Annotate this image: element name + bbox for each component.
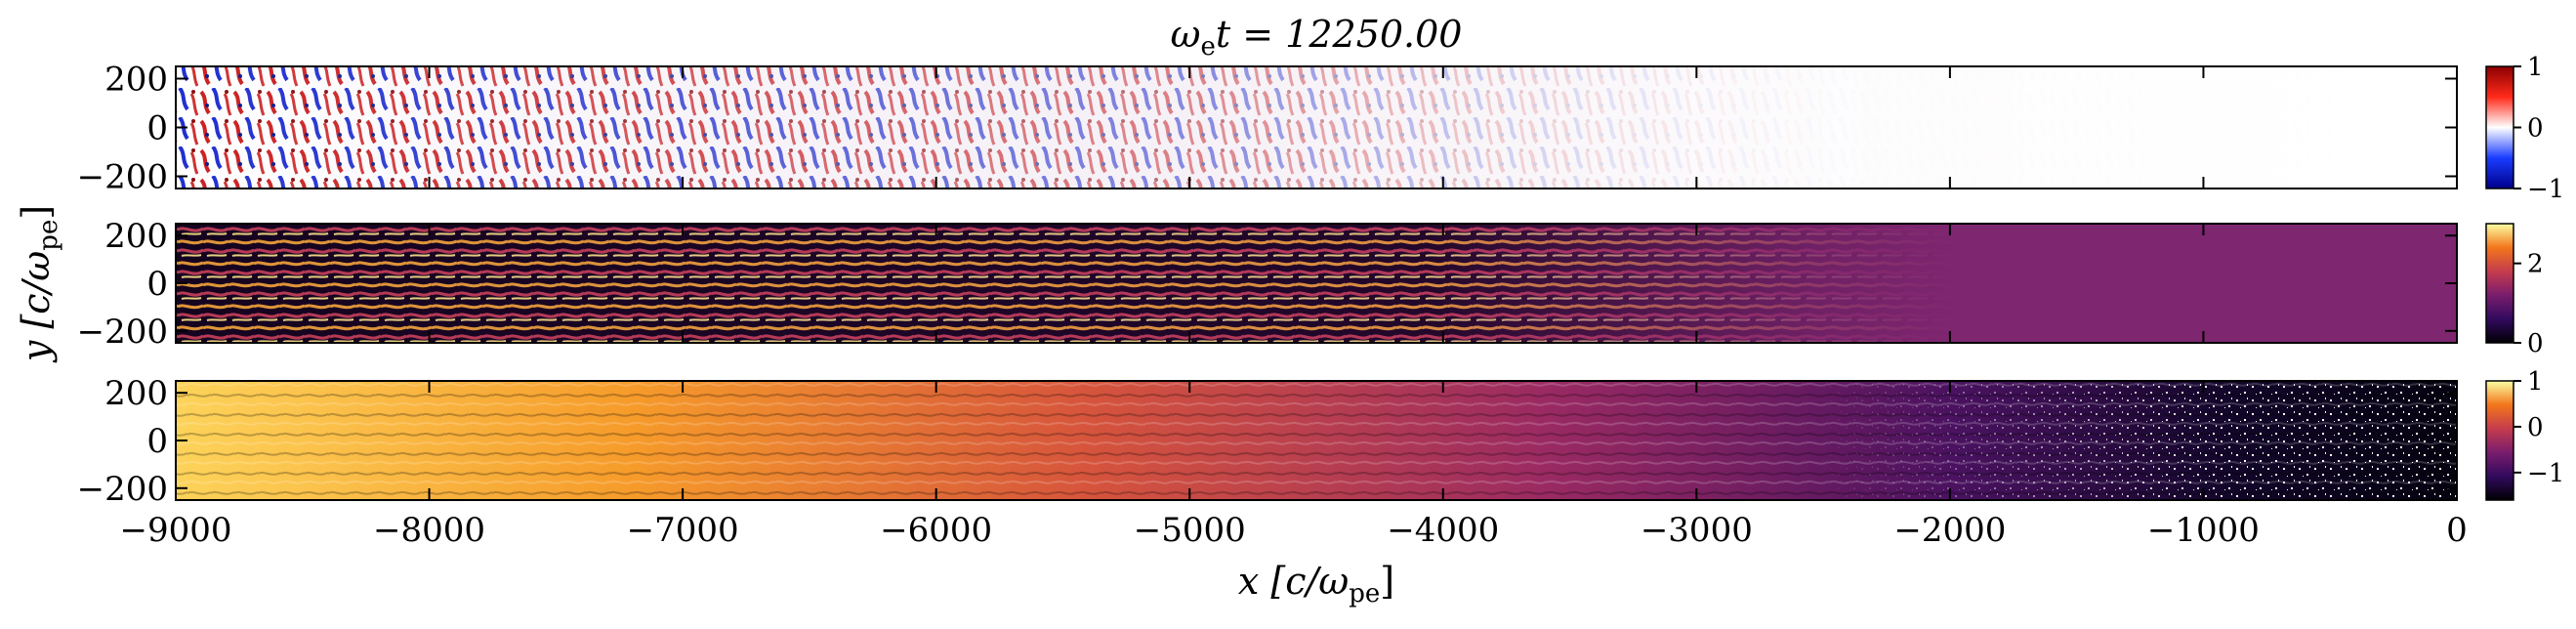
colorbar0-tick-label-2: −1	[2527, 175, 2564, 204]
colorbar-top-gradient	[2485, 65, 2514, 189]
xtick-label-3: −6000	[880, 511, 992, 550]
panel-top	[175, 65, 2458, 189]
xtick-label-6: −3000	[1641, 511, 1753, 550]
panel1-ytick-label-2: −200	[77, 313, 168, 352]
panel-top-fade	[176, 66, 2457, 189]
y-axis-label: y [c/ωpe]	[15, 205, 63, 363]
colorbar-bottom	[2485, 380, 2514, 501]
colorbar0-tick-label-0: 1	[2527, 53, 2544, 82]
panel-middle-fade	[176, 224, 2457, 343]
panel1-ytick-label-1: 0	[146, 265, 168, 304]
colorbar-top	[2485, 65, 2514, 189]
colorbar2-tick-label-0: 1	[2527, 367, 2544, 397]
xtick-label-0: −9000	[119, 511, 231, 550]
panel0-ytick-label-2: −200	[77, 158, 168, 197]
x-axis-label: x [c/ωpe]	[1238, 560, 1394, 608]
panel-bottom	[175, 380, 2458, 501]
panel2-ytick-label-2: −200	[77, 470, 168, 509]
xtick-label-5: −4000	[1387, 511, 1499, 550]
xtick-label-7: −2000	[1893, 511, 2006, 550]
xtick-label-2: −7000	[627, 511, 739, 550]
panel2-ytick-label-0: 200	[104, 374, 168, 413]
xtick-label-4: −5000	[1134, 511, 1246, 550]
colorbar0-tick-label-1: 0	[2527, 114, 2544, 144]
colorbar-bottom-gradient	[2485, 380, 2514, 501]
colorbar1-tick-label-0: 2	[2527, 250, 2544, 279]
panel1-ytick-label-0: 200	[104, 217, 168, 256]
colorbar2-tick-label-1: 0	[2527, 413, 2544, 442]
xtick-label-9: 0	[2446, 511, 2468, 550]
panel2-ytick-label-1: 0	[146, 422, 168, 461]
panel-middle	[175, 223, 2458, 344]
colorbar-middle-gradient	[2485, 223, 2514, 344]
xtick-label-8: −1000	[2147, 511, 2260, 550]
figure-title: ωet = 12250.00	[1171, 13, 1463, 62]
colorbar2-tick-label-2: −1	[2527, 459, 2564, 488]
panel-bottom-speckle	[176, 381, 2457, 500]
panel0-ytick-label-1: 0	[146, 109, 168, 148]
xtick-label-1: −8000	[373, 511, 485, 550]
colorbar1-tick-label-1: 0	[2527, 329, 2544, 358]
panel0-ytick-label-0: 200	[104, 61, 168, 100]
colorbar-middle	[2485, 223, 2514, 344]
